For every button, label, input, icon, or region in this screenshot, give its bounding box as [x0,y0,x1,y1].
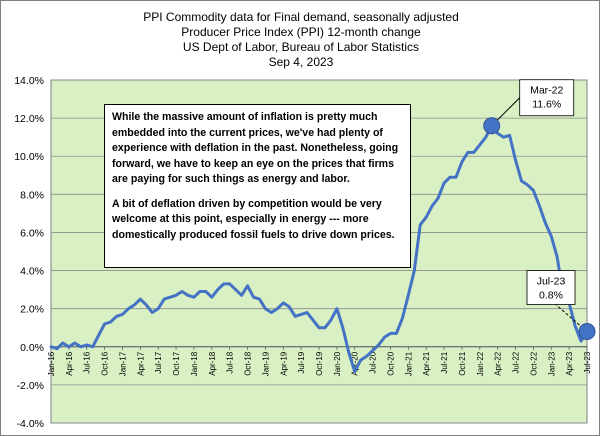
x-tick-label: Jul-17 [154,351,163,373]
x-tick-label: Jul-21 [440,351,449,373]
x-tick-label: Oct-20 [386,351,395,376]
x-tick-label: Apr-22 [494,351,503,376]
x-tick-label: Jul-18 [226,351,235,373]
x-tick-label: Jan-18 [190,351,199,376]
title-line-2: Producer Price Index (PPI) 12-month chan… [181,25,421,39]
callout-label: 11.6% [532,99,561,111]
series-ppi [49,124,589,374]
commentary-note: While the massive amount of inflation is… [104,104,411,268]
x-tick-label: Oct-22 [529,351,538,376]
x-tick-label: Oct-19 [315,351,324,376]
x-tick-label: Jul-19 [297,351,306,373]
y-axis: -4.0% -2.0% 0.0% 2.0% 4.0% 6.0% 8.0% 10.0% 12.0%… [14,75,44,430]
callout-marker [578,323,596,341]
callout-label: Jul-23 [537,276,566,288]
x-tick-label: Apr-17 [136,351,145,376]
callout-label: Mar-22 [530,85,563,97]
callout-box [526,270,576,305]
x-tick-label: Oct-18 [244,351,253,376]
y-tick-label: 14.0% [14,75,44,87]
x-tick-label: Jan-16 [47,351,56,376]
x-tick-label: Jan-21 [404,351,413,376]
y-tick-label: 8.0% [20,189,44,201]
callout-box [519,79,575,117]
title-line-1: PPI Commodity data for Final demand, sea… [143,10,459,24]
note-paragraph-1: While the massive amount of inflation is… [112,111,399,185]
x-tick-label: Oct-21 [458,351,467,376]
callout-marker [483,117,501,135]
x-tick-label: Oct-17 [172,351,181,376]
x-tick-label: Jul-23 [583,351,592,373]
x-tick-label: Jul-22 [512,351,521,373]
x-tick-label: Apr-18 [208,351,217,376]
x-tick-label: Jan-23 [547,351,556,376]
y-tick-label: 10.0% [14,151,44,163]
y-tick-label: 12.0% [14,113,44,125]
y-tick-label: 4.0% [20,266,44,278]
x-tick-label: Jan-19 [261,351,270,376]
x-tick-label: Oct-16 [101,351,110,376]
title-line-3: US Dept of Labor, Bureau of Labor Statis… [183,40,419,54]
title-line-4: Sep 4, 2023 [269,55,334,69]
callout-label: 0.8% [539,290,563,302]
note-paragraph-2: A bit of deflation driven by competition… [112,197,395,241]
x-tick-label: Jul-16 [83,351,92,373]
x-tick-label: Apr-23 [565,351,574,376]
y-tick-label: -2.0% [17,380,44,392]
x-tick-label: Apr-16 [65,351,74,376]
x-axis: Jan-16 Apr-16 Jul-16 Oct-16 Jan-17 Apr-17 Jul-… [47,346,592,376]
y-tick-label: 6.0% [20,227,44,239]
x-tick-label: Apr-19 [279,351,288,376]
callouts: Mar-22 11.6% Jul-23 0.8% [483,79,596,341]
x-tick-label: Jan-17 [118,351,127,376]
x-tick-label: Jan-22 [476,351,485,376]
x-tick-label: Jan-20 [333,351,342,376]
y-tick-label: 2.0% [20,304,44,316]
x-tick-label: Apr-20 [351,351,360,376]
y-tick-label: 0.0% [20,342,44,354]
series-line [49,124,589,374]
x-tick-label: Jul-20 [369,351,378,373]
chart-title: PPI Commodity data for Final demand, sea… [143,10,459,69]
x-tick-label: Apr-21 [422,351,431,376]
y-tick-label: -4.0% [17,418,44,430]
